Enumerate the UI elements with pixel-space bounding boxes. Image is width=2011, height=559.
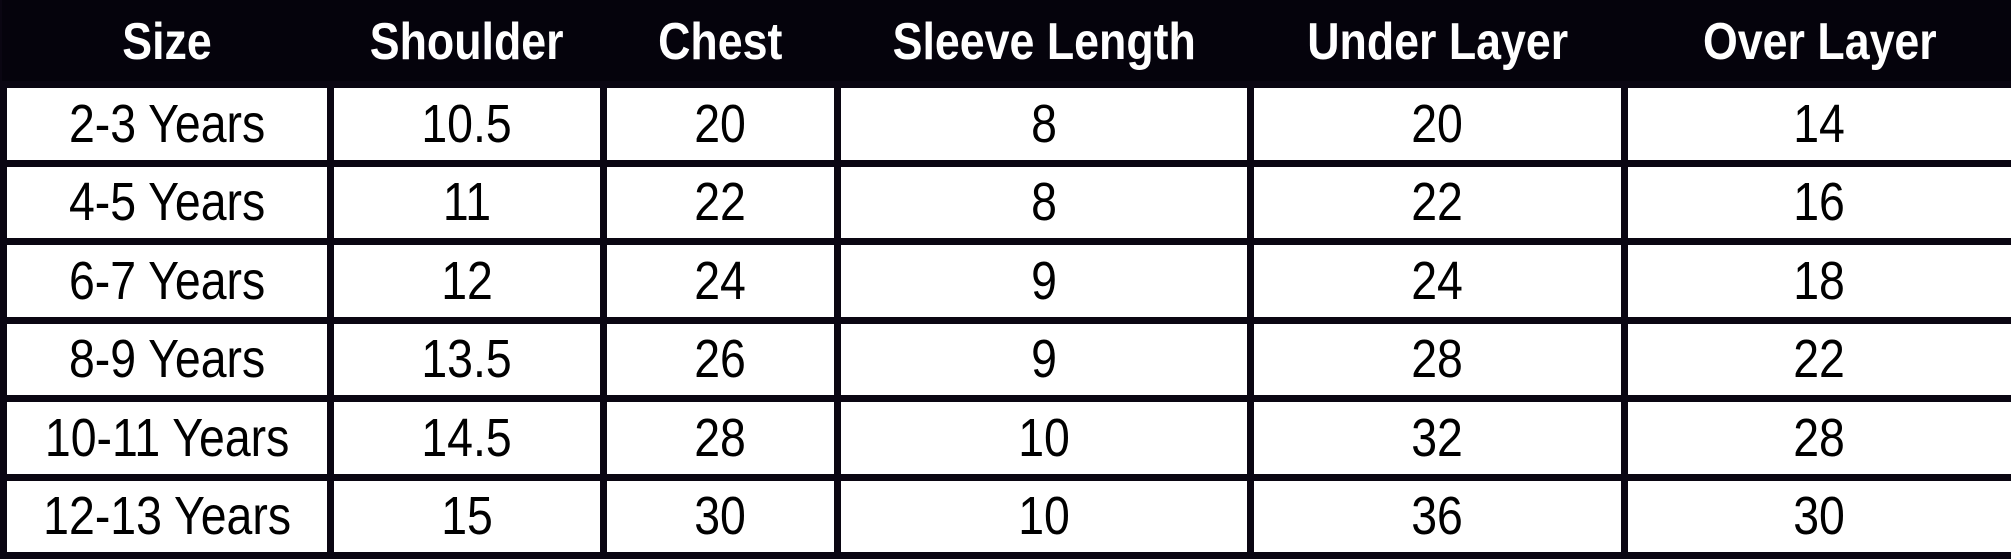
cell-value: 30 (694, 486, 747, 547)
table-cell: 10 (834, 473, 1254, 559)
cell-value: 2-3 Years (68, 93, 266, 154)
table-cell: 8-9 Years (0, 316, 334, 402)
cell-value: 10 (1018, 486, 1070, 547)
column-header: Chest (602, 0, 839, 86)
cell-value: 8-9 Years (68, 329, 266, 390)
cell-value: 24 (694, 250, 747, 311)
cell-value: 9 (1031, 329, 1057, 390)
cell-value: 9 (1031, 250, 1057, 311)
table-cell: 9 (834, 238, 1254, 324)
cell-value: 14.5 (421, 407, 513, 468)
cell-value: 13.5 (421, 329, 513, 390)
column-header: Size (2, 0, 332, 86)
table-cell: 20 (1247, 81, 1628, 167)
table-cell: 12-13 Years (0, 473, 334, 559)
cell-value: 26 (694, 329, 747, 390)
cell-value: 10 (1018, 407, 1070, 468)
cell-value: 11 (442, 172, 492, 233)
cell-value: 30 (1793, 486, 1846, 547)
table-cell: 30 (1621, 473, 2011, 559)
column-header-label: Under Layer (1307, 13, 1568, 71)
table-cell: 22 (1621, 316, 2011, 402)
column-header-label: Chest (658, 13, 783, 71)
cell-value: 8 (1031, 93, 1057, 154)
column-header-label: Sleeve Length (892, 13, 1196, 71)
cell-value: 6-7 Years (68, 250, 266, 311)
cell-value: 12 (441, 250, 493, 311)
table-cell: 11 (327, 159, 607, 245)
table-row: 8-9 Years 13.5 26 9 28 22 (0, 316, 2011, 402)
table-cell: 8 (834, 159, 1254, 245)
table-cell: 32 (1247, 395, 1628, 481)
table-cell: 13.5 (327, 316, 607, 402)
cell-value: 24 (1411, 250, 1464, 311)
column-header: Shoulder (329, 0, 605, 86)
table-cell: 10-11 Years (0, 395, 334, 481)
cell-value: 28 (1411, 329, 1464, 390)
column-header-label: Size (122, 13, 212, 71)
table-cell: 9 (834, 316, 1254, 402)
cell-value: 12-13 Years (43, 486, 291, 547)
table-row: 10-11 Years 14.5 28 10 32 28 (0, 395, 2011, 481)
table-row: 12-13 Years 15 30 10 36 30 (0, 473, 2011, 559)
cell-value: 18 (1793, 250, 1846, 311)
cell-value: 22 (694, 172, 747, 233)
cell-value: 36 (1411, 486, 1464, 547)
cell-value: 14 (1793, 93, 1846, 154)
cell-value: 16 (1793, 172, 1846, 233)
table-cell: 2-3 Years (0, 81, 334, 167)
cell-value: 22 (1411, 172, 1464, 233)
table-cell: 10.5 (327, 81, 607, 167)
header-row: Size Shoulder Chest Sleeve Length Under Laye… (2, 0, 2011, 86)
cell-value: 20 (1411, 93, 1464, 154)
cell-value: 10.5 (421, 93, 513, 154)
table-row: 4-5 Years 11 22 8 22 16 (0, 159, 2011, 245)
table-cell: 14 (1621, 81, 2011, 167)
cell-value: 20 (694, 93, 747, 154)
table-cell: 28 (1621, 395, 2011, 481)
table-cell: 26 (600, 316, 841, 402)
column-header: Over Layer (1623, 0, 2011, 86)
table-cell: 14.5 (327, 395, 607, 481)
table-cell: 24 (600, 238, 841, 324)
table-cell: 4-5 Years (0, 159, 334, 245)
column-header-label: Over Layer (1702, 13, 1937, 71)
cell-value: 28 (694, 407, 747, 468)
cell-value: 28 (1793, 407, 1846, 468)
table-cell: 36 (1247, 473, 1628, 559)
table-cell: 24 (1247, 238, 1628, 324)
column-header: Sleeve Length (836, 0, 1252, 86)
table-cell: 15 (327, 473, 607, 559)
column-header-label: Shoulder (370, 13, 564, 71)
table-cell: 8 (834, 81, 1254, 167)
table-cell: 28 (600, 395, 841, 481)
table-cell: 28 (1247, 316, 1628, 402)
table-cell: 20 (600, 81, 841, 167)
table-cell: 22 (600, 159, 841, 245)
cell-value: 15 (441, 486, 493, 547)
cell-value: 10-11 Years (44, 407, 290, 468)
table-cell: 12 (327, 238, 607, 324)
cell-value: 32 (1411, 407, 1464, 468)
cell-value: 8 (1031, 172, 1057, 233)
table-cell: 18 (1621, 238, 2011, 324)
table-cell: 6-7 Years (0, 238, 334, 324)
column-header: Under Layer (1249, 0, 1626, 86)
table-cell: 16 (1621, 159, 2011, 245)
cell-value: 22 (1793, 329, 1846, 390)
table-cell: 10 (834, 395, 1254, 481)
table-row: 6-7 Years 12 24 9 24 18 (0, 238, 2011, 324)
cell-value: 4-5 Years (68, 172, 266, 233)
table-row: 2-3 Years 10.5 20 8 20 14 (0, 81, 2011, 167)
table-cell: 22 (1247, 159, 1628, 245)
table-cell: 30 (600, 473, 841, 559)
